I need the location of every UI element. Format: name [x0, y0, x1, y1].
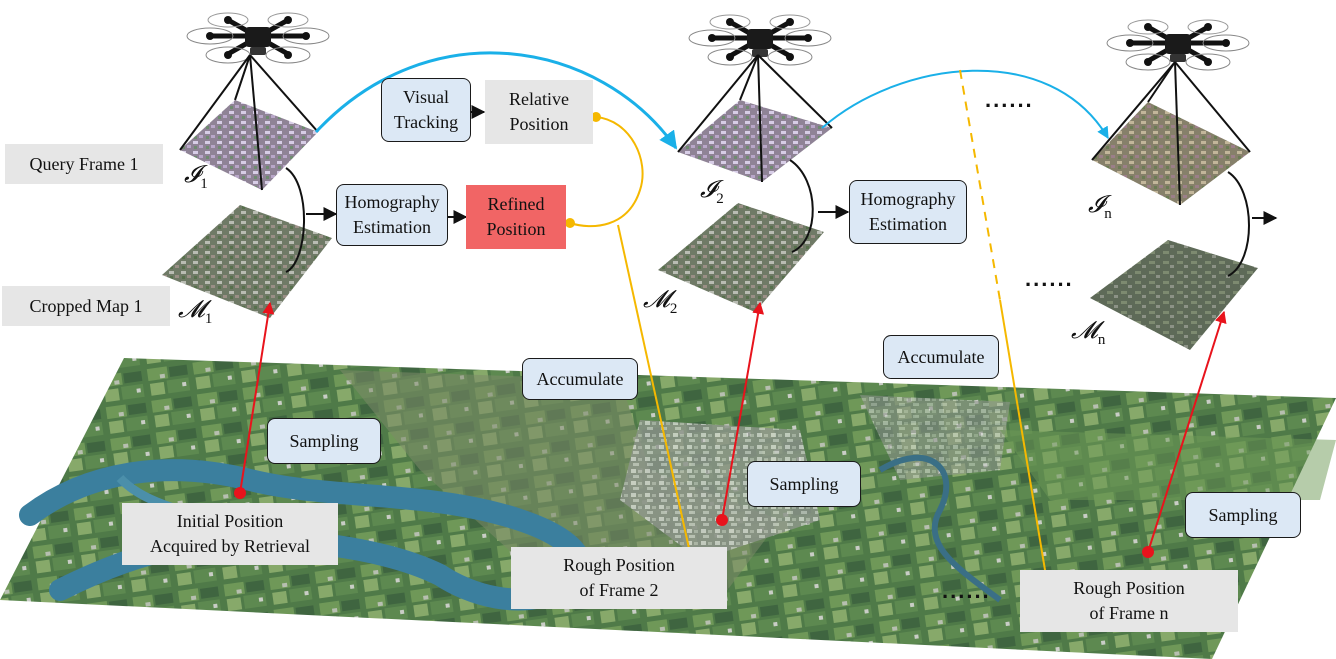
- pairing-curve-1: [285, 167, 305, 273]
- query-frame-2-image: [678, 100, 832, 182]
- rough-position-frame-n-box: Rough Position of Frame n: [1020, 570, 1238, 632]
- pairing-curve-n: [1227, 171, 1250, 277]
- symbol-Mn: 𝓜n: [1071, 318, 1106, 348]
- accumulate-arrow-2: [617, 224, 696, 564]
- homography-estimation-box-1: Homography Estimation: [336, 184, 448, 246]
- query-frame-n-image: [1092, 102, 1250, 205]
- sampling-arrow-1: [234, 301, 275, 499]
- sampling-box-3: Sampling: [1185, 492, 1301, 538]
- accumulate-loop: [569, 116, 644, 228]
- tracking-arrow-2: [821, 69, 1109, 140]
- homography-estimation-box-2: Homography Estimation: [849, 180, 967, 244]
- relative-position-box: Relative Position: [485, 80, 593, 144]
- tracking-arrow-1: [314, 51, 678, 150]
- ellipsis-top: ......: [985, 87, 1034, 112]
- symbol-In: 𝓘n: [1088, 192, 1112, 222]
- refined-position-box: Refined Position: [466, 185, 566, 249]
- cropped-map-n-image: [1090, 240, 1258, 350]
- accumulate-dashed: [959, 69, 1001, 301]
- symbol-I2: 𝓘2: [700, 177, 724, 207]
- camera-frustum-1: [179, 54, 319, 191]
- sampling-arrow-n: [1142, 310, 1227, 558]
- sampling-box-1: Sampling: [267, 418, 381, 464]
- accumulate-box-2: Accumulate: [883, 335, 999, 379]
- rough-position-frame-2-box: Rough Position of Frame 2: [511, 547, 727, 609]
- cropped-map-1-image: [162, 205, 332, 318]
- cropped-map-2-image: [658, 203, 824, 312]
- symbol-M1: 𝓜1: [178, 297, 213, 327]
- initial-position-box: Initial Position Acquired by Retrieval: [122, 503, 338, 565]
- query-frame-1-image: [180, 100, 318, 190]
- symbol-M2: 𝓜2: [643, 287, 678, 317]
- query-frame-label: Query Frame 1: [5, 144, 163, 184]
- sampling-arrow-2: [716, 301, 765, 526]
- symbol-I1: 𝓘1: [184, 162, 208, 192]
- ellipsis-middle: ......: [1025, 266, 1074, 291]
- cropped-map-label: Cropped Map 1: [2, 286, 170, 326]
- drone-icon-n: [1107, 20, 1249, 70]
- drone-icon-1: [187, 13, 329, 63]
- sampling-box-2: Sampling: [747, 461, 861, 507]
- camera-frustum-2: [677, 54, 833, 183]
- accumulate-box-1: Accumulate: [522, 358, 638, 400]
- accumulate-arrow-n: [999, 299, 1055, 602]
- pairing-curve-2: [789, 159, 814, 253]
- ellipsis-bottom: ......: [942, 578, 991, 603]
- visual-tracking-box: Visual Tracking: [381, 78, 471, 142]
- camera-frustum-n: [1091, 61, 1251, 206]
